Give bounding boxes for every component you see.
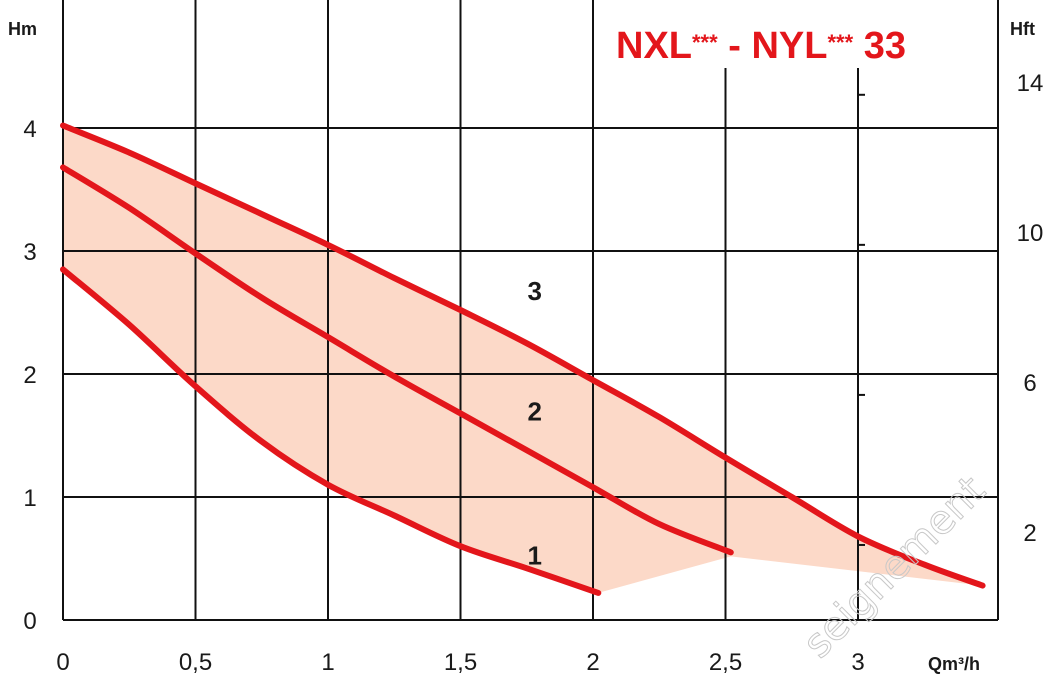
x-axis-label: Qm³/h	[928, 654, 980, 674]
title-part-1: NXL	[616, 25, 692, 67]
y-right-tick-labels: 2 6 10 14	[1017, 70, 1044, 547]
x-tick-label: 2	[586, 649, 599, 676]
x-tick-label: 3	[851, 649, 864, 676]
curve-label-2: 2	[527, 397, 541, 427]
chart-title: NXL*** - NYL*** 33	[616, 25, 906, 67]
operating-area-fill	[63, 125, 983, 593]
title-stars-2: ***	[827, 30, 853, 55]
x-tick-label: 0,5	[179, 649, 212, 676]
x-tick-label: 2,5	[709, 649, 742, 676]
y-right-tick-label: 2	[1023, 520, 1036, 547]
y-right-tick-label: 14	[1017, 70, 1044, 97]
y-left-tick-label: 1	[23, 485, 36, 512]
curve-label-3: 3	[527, 276, 541, 306]
y-left-tick-labels: 0 1 2 3 4	[23, 116, 36, 635]
series-3-line	[60, 122, 986, 589]
title-part-2: 33	[853, 25, 906, 67]
series-lines	[60, 122, 986, 596]
y-left-tick-label: 0	[23, 608, 36, 635]
y-right-axis-label: Hft	[1010, 19, 1035, 39]
y-left-axis-label: Hm	[8, 19, 37, 39]
x-tick-labels: 0 0,5 1 1,5 2 2,5 3	[56, 649, 864, 676]
series-2-line	[60, 164, 734, 556]
x-tick-label: 0	[56, 649, 69, 676]
curve-labels: 3 2 1	[527, 276, 541, 570]
title-mid: - NYL	[718, 25, 828, 67]
y-left-tick-label: 2	[23, 362, 36, 389]
series-1-line	[60, 266, 602, 596]
chart-grid	[62, 0, 999, 621]
y-left-tick-label: 3	[23, 239, 36, 266]
operating-area-shape	[63, 125, 983, 593]
y-right-tick-label: 10	[1017, 220, 1044, 247]
right-axis-ticks	[857, 93, 865, 546]
y-left-tick-label: 4	[23, 116, 36, 143]
curve-label-1: 1	[527, 541, 541, 571]
x-tick-label: 1,5	[444, 649, 477, 676]
title-stars-1: ***	[692, 30, 718, 55]
y-right-tick-label: 6	[1023, 370, 1036, 397]
x-tick-label: 1	[321, 649, 334, 676]
